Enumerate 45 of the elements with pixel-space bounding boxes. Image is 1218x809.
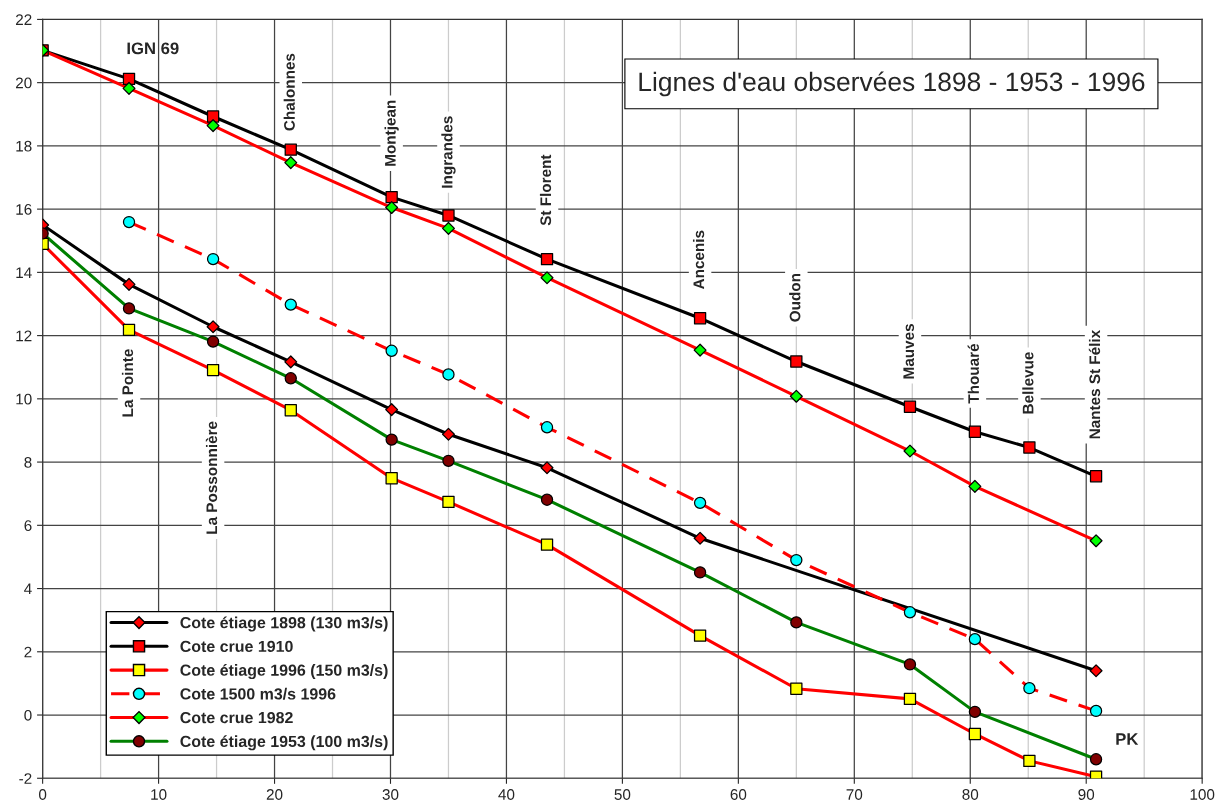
- x-tick-label: 20: [266, 789, 283, 800]
- y-tick-label: 6: [24, 520, 32, 531]
- y-tick-label: 8: [24, 456, 32, 468]
- annotation: Montjean: [384, 100, 399, 166]
- x-tick-label: 0: [38, 789, 47, 800]
- x-tick-label: 80: [962, 789, 979, 800]
- x-tick-label: 90: [1078, 789, 1095, 800]
- annotation: Ancenis: [692, 230, 705, 290]
- text: Lignes d'eau observées 1898 - 1953 - 1996: [639, 71, 1145, 97]
- y-tick-label: 12: [16, 330, 32, 342]
- x-tick-label: 10: [151, 789, 167, 800]
- annotation: Nantes St Félix: [1088, 329, 1101, 439]
- annotation: Mauves: [903, 324, 915, 379]
- legend-label: Cote étiage 1898 (130 m3/s): [180, 616, 388, 632]
- x-tick-label: 100: [1190, 789, 1215, 800]
- legend-label: Cote crue 1982: [180, 711, 293, 724]
- y-tick-label: 22: [15, 14, 32, 25]
- annotation: Thouaré: [967, 343, 979, 404]
- y-tick-label: 14: [16, 267, 32, 278]
- annotation: Ingrandes: [441, 116, 456, 188]
- x-tick-label: 70: [846, 789, 863, 800]
- legend-label: Cote 1500 m3/s 1996: [180, 687, 336, 700]
- legend-label: Cote crue 1910: [180, 640, 293, 653]
- x-axis-title: PK: [1116, 733, 1139, 745]
- legend-label: Cote étiage 1953 (100 m3/s): [180, 735, 388, 751]
- x-tick-label: 40: [498, 789, 515, 800]
- y-tick-label: 18: [16, 140, 32, 152]
- y-tick-label: 4: [24, 583, 32, 595]
- x-tick-label: 50: [614, 789, 631, 800]
- legend-label: Cote étiage 1996 (150 m3/s): [180, 663, 388, 680]
- y-axis-title: IGN 69: [127, 42, 179, 55]
- y-tick-label: 10: [16, 393, 32, 405]
- x-tick-label: 30: [382, 789, 399, 800]
- annotation: Oudon: [789, 274, 801, 322]
- y-tick-label: 0: [24, 709, 32, 721]
- annotation: Bellevue: [1022, 352, 1034, 414]
- y-tick-label: -2: [19, 773, 32, 784]
- y-tick-label: 16: [16, 203, 32, 215]
- y-tick-label: 20: [15, 77, 32, 89]
- annotation: St Florent: [539, 154, 552, 226]
- x-tick-label: 60: [730, 789, 747, 800]
- y-tick-label: 2: [24, 646, 32, 658]
- annotation: Chalonnes: [283, 53, 295, 131]
- annotation: La Possonnière: [205, 421, 218, 534]
- annotation: La Pointe: [121, 349, 134, 417]
